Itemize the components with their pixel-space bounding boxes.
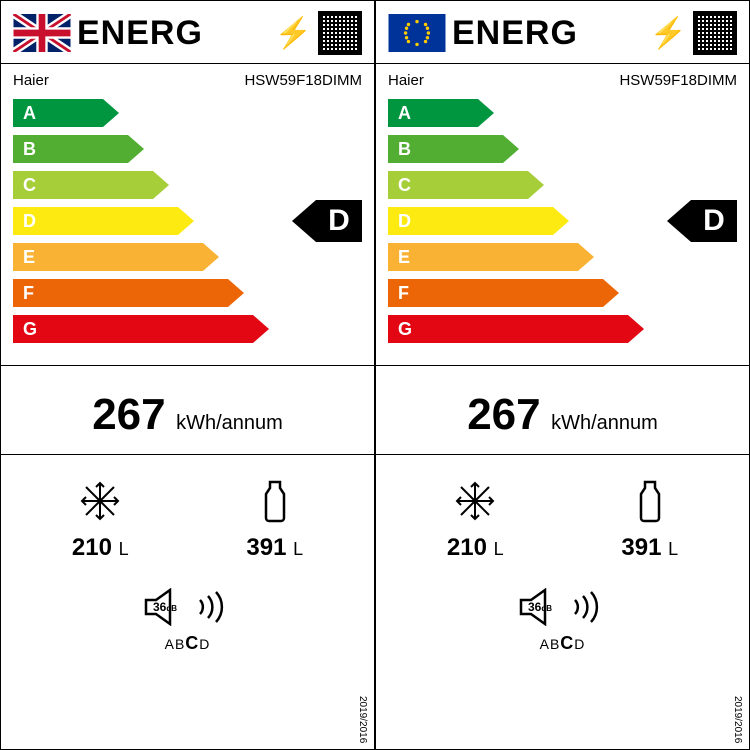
speaker-icon: 36dB [519,588,569,626]
arrow-G: G [13,315,269,343]
brand: Haier [388,72,424,89]
arrow-D: D [388,207,569,235]
specs-row: 210 L 391 L [388,479,737,562]
arrow-C: C [388,171,544,199]
arrow-B: B [388,135,519,163]
noise-section: 36dB ABCD [13,588,362,654]
noise-section: 36dB ABCD [388,588,737,654]
brand: Haier [13,72,49,89]
arrow-D: D [13,207,194,235]
arrow-G: G [388,315,644,343]
energy-label-uk: ENERG ⚡ Haier HSW59F18DIMM ABCDEFGD 267 … [0,0,375,750]
noise-class-eu: ABCD [388,633,737,654]
header: ENERG ⚡ [13,9,362,57]
uk-flag [13,14,71,52]
arrow-A: A [13,99,119,127]
arrow-E: E [13,243,219,271]
bolt-icon: ⚡ [275,16,312,51]
model: HSW59F18DIMM [244,72,362,89]
regulation: 2019/2016 [357,696,368,743]
noise-class-uk: ABCD [13,633,362,654]
snowflake-icon [453,479,497,523]
rating-pointer: D [292,200,362,242]
energ-title: ENERG [452,14,644,53]
energ-title: ENERG [77,14,269,53]
svg-text:36dB: 36dB [528,600,552,614]
speaker-icon: 36dB [144,588,194,626]
bottle-icon [260,479,290,523]
header: ENERG ⚡ [388,9,737,57]
regulation: 2019/2016 [732,696,743,743]
specs-row: 210 L 391 L [13,479,362,562]
qr-code[interactable] [318,11,362,55]
fridge-spec: 391 L [246,479,303,562]
efficiency-scale-eu: ABCDEFGD [388,99,737,359]
svg-text:36dB: 36dB [153,600,177,614]
freezer-spec: 210 L [447,479,504,562]
bottle-icon [635,479,665,523]
arrow-C: C [13,171,169,199]
model: HSW59F18DIMM [619,72,737,89]
consumption: 267 kWh/annum [388,372,737,448]
energy-label-eu: ENERG ⚡ Haier HSW59F18DIMM ABCDEFGD 267 … [375,0,750,750]
sound-waves-icon [196,588,232,626]
snowflake-icon [78,479,122,523]
kwh-value: 267 [92,390,165,439]
consumption: 267 kWh/annum [13,372,362,448]
efficiency-scale-uk: ABCDEFGD [13,99,362,359]
brand-row: Haier HSW59F18DIMM [13,70,362,95]
arrow-B: B [13,135,144,163]
arrow-F: F [388,279,619,307]
eu-flag [388,14,446,52]
bolt-icon: ⚡ [650,16,687,51]
freezer-spec: 210 L [72,479,129,562]
fridge-spec: 391 L [621,479,678,562]
arrow-A: A [388,99,494,127]
brand-row: Haier HSW59F18DIMM [388,70,737,95]
kwh-unit: kWh/annum [176,412,283,434]
arrow-E: E [388,243,594,271]
kwh-unit: kWh/annum [551,412,658,434]
rating-pointer: D [667,200,737,242]
qr-code[interactable] [693,11,737,55]
arrow-F: F [13,279,244,307]
kwh-value: 267 [467,390,540,439]
sound-waves-icon [571,588,607,626]
